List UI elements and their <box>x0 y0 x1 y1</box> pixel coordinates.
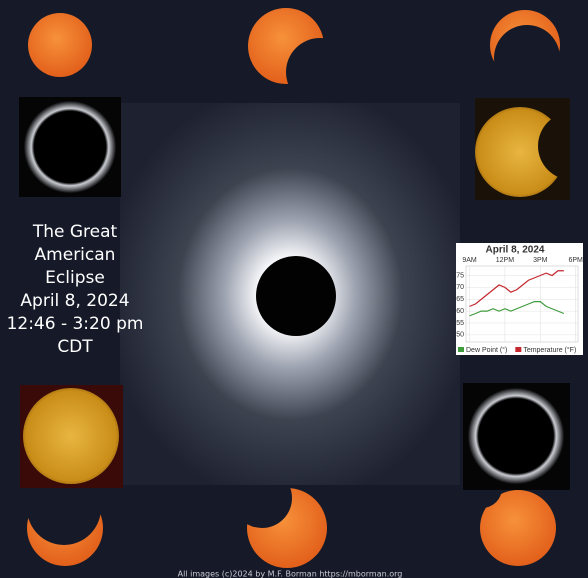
sun-phase <box>28 13 92 77</box>
sun-phase <box>475 107 565 197</box>
legend-swatch <box>458 347 464 352</box>
sun-phase <box>248 8 324 84</box>
y-tick-label: 65 <box>456 296 464 303</box>
sun-phase <box>480 490 556 566</box>
title-line: April 8, 2024 <box>20 291 129 311</box>
y-tick-label: 75 <box>456 272 464 279</box>
title-line: American <box>35 245 116 265</box>
legend-swatch <box>515 347 522 352</box>
totality-ring <box>24 101 116 193</box>
series-line <box>469 301 565 317</box>
title-line: CDT <box>57 337 93 357</box>
x-tick-label: 3PM <box>533 257 548 264</box>
y-tick-label: 60 <box>456 308 464 315</box>
x-tick-label: 12PM <box>496 257 514 264</box>
series-line <box>469 270 564 307</box>
title-line: 12:46 - 3:20 pm <box>7 314 144 334</box>
y-tick-label: 50 <box>456 332 464 339</box>
sun-phase <box>27 490 103 566</box>
y-tick-label: 70 <box>456 284 464 291</box>
title-line: Eclipse <box>45 268 105 288</box>
legend-label: Dew Point (°) <box>466 346 507 354</box>
sun-phase <box>23 388 119 484</box>
sun-phase <box>490 10 560 80</box>
weather-chart: April 8, 2024 50 55 60 65 70 75 9AM 12PM 3PM 6PM D… <box>456 243 583 355</box>
totality-ring <box>468 388 564 484</box>
y-tick-label: 55 <box>456 320 464 327</box>
x-tick-label: 9AM <box>462 257 477 264</box>
moon-disk <box>256 256 336 336</box>
sun-phase <box>247 488 327 568</box>
chart-title: April 8, 2024 <box>486 245 545 256</box>
x-tick-label: 6PM <box>568 257 583 264</box>
title-block: The Great American Eclipse April 8, 2024… <box>7 222 144 357</box>
plot-area <box>465 265 579 343</box>
credit: All images (c)2024 by M.F. Borman https:… <box>178 570 403 578</box>
legend-label: Temperature (°F) <box>523 346 576 354</box>
title-line: The Great <box>32 222 118 242</box>
